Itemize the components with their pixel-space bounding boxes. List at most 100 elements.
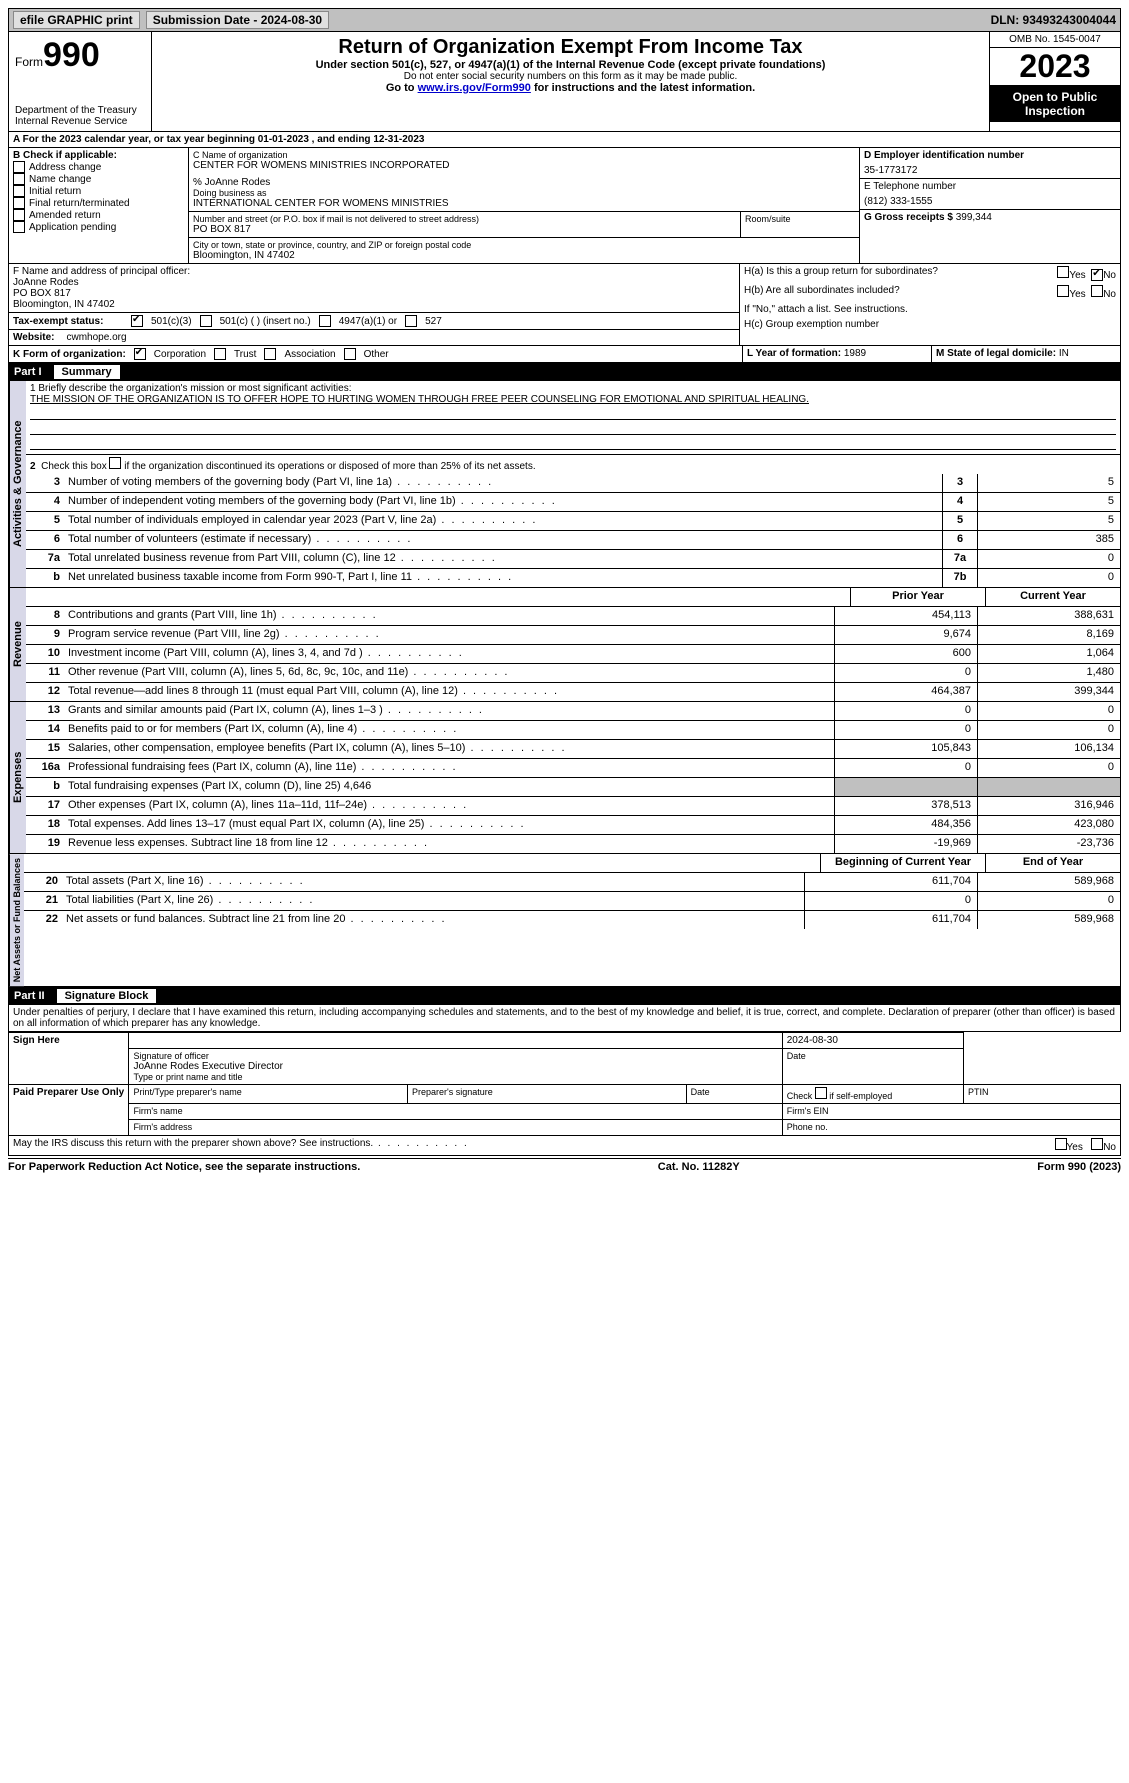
cb-discontinued[interactable] [109,457,121,469]
paperwork-notice: For Paperwork Reduction Act Notice, see … [8,1161,360,1173]
cb-hb-no[interactable] [1091,285,1103,297]
cb-501c[interactable] [200,315,212,327]
line-num: 17 [26,797,64,815]
officer-status-grid: F Name and address of principal officer:… [8,264,1121,346]
line-text: Salaries, other compensation, employee b… [64,740,834,758]
current-value: 399,344 [977,683,1120,701]
form990-link[interactable]: www.irs.gov/Form990 [418,82,531,94]
cb-final-return[interactable] [13,197,25,209]
line-num: 11 [26,664,64,682]
cb-hb-yes[interactable] [1057,285,1069,297]
line-num: 5 [26,512,64,530]
prior-value: 0 [834,759,977,777]
cb-app-pending[interactable] [13,221,25,233]
cb-4947[interactable] [319,315,331,327]
cb-assoc[interactable] [264,348,276,360]
prior-value: -19,969 [834,835,977,853]
current-value: 1,064 [977,645,1120,663]
line-num: 4 [26,493,64,511]
prior-value: 454,113 [834,607,977,625]
line-text: Total number of individuals employed in … [64,512,942,530]
sig-date-value: 2024-08-30 [782,1033,963,1049]
cb-discuss-yes[interactable] [1055,1138,1067,1150]
prior-value: 464,387 [834,683,977,701]
tax-period: A For the 2023 calendar year, or tax yea… [8,132,1121,148]
submission-date: Submission Date - 2024-08-30 [146,11,329,29]
state-domicile: IN [1059,348,1069,359]
q1-label: 1 Briefly describe the organization's mi… [30,383,1116,394]
line-text: Program service revenue (Part VIII, line… [64,626,834,644]
paid-preparer-label: Paid Preparer Use Only [9,1085,129,1136]
line-num: 19 [26,835,64,853]
cb-name-change[interactable] [13,173,25,185]
cb-discuss-no[interactable] [1091,1138,1103,1150]
line-ref: 6 [942,531,978,549]
city-label: City or town, state or province, country… [193,240,855,250]
current-value: 423,080 [977,816,1120,834]
cb-trust[interactable] [214,348,226,360]
cb-self-employed[interactable] [815,1087,827,1099]
sign-here-label: Sign Here [9,1033,129,1085]
cb-initial-return[interactable] [13,185,25,197]
current-value: 388,631 [977,607,1120,625]
cb-ha-yes[interactable] [1057,266,1069,278]
line-text: Other expenses (Part IX, column (A), lin… [64,797,834,815]
current-value: 0 [977,892,1120,910]
current-value: 106,134 [977,740,1120,758]
cb-other[interactable] [344,348,356,360]
line-value: 5 [978,493,1120,511]
cb-corp[interactable] [134,348,146,360]
part1-header: Part I Summary [8,363,1121,381]
mission-text: THE MISSION OF THE ORGANIZATION IS TO OF… [30,394,1116,405]
sig-officer-label: Signature of officer [133,1051,777,1061]
line-num: 16a [26,759,64,777]
street-label: Number and street (or P.O. box if mail i… [193,214,736,224]
cb-address-change[interactable] [13,161,25,173]
revenue-section: Revenue Prior Year Current Year 8 Contri… [8,588,1121,702]
street-value: PO BOX 817 [193,224,736,235]
officer-label: F Name and address of principal officer: [13,266,735,277]
part2-header: Part II Signature Block [8,987,1121,1005]
prior-value: 611,704 [804,873,977,891]
prior-value: 378,513 [834,797,977,815]
prior-value: 0 [834,664,977,682]
current-value: 0 [977,721,1120,739]
dba-value: INTERNATIONAL CENTER FOR WOMENS MINISTRI… [193,198,855,209]
line-value: 5 [978,512,1120,530]
current-value: 8,169 [977,626,1120,644]
care-of: % JoAnne Rodes [193,177,855,188]
side-revenue: Revenue [9,588,26,701]
line-text: Contributions and grants (Part VIII, lin… [64,607,834,625]
org-name: CENTER FOR WOMENS MINISTRIES INCORPORATE… [193,160,855,171]
page-footer: For Paperwork Reduction Act Notice, see … [8,1158,1121,1175]
side-governance: Activities & Governance [9,381,26,587]
line-ref: 4 [942,493,978,511]
line-num: 13 [26,702,64,720]
current-value: -23,736 [977,835,1120,853]
line-num: 20 [24,873,62,891]
line-ref: 5 [942,512,978,530]
cb-527[interactable] [405,315,417,327]
efile-topbar: efile GRAPHIC print Submission Date - 20… [8,8,1121,32]
prior-value: 611,704 [804,911,977,929]
cb-amended-return[interactable] [13,209,25,221]
part1-body: Activities & Governance 1 Briefly descri… [8,381,1121,588]
line-num: 18 [26,816,64,834]
phone-value: (812) 333-1555 [864,196,1116,207]
cb-ha-no[interactable] [1091,269,1103,281]
form-header: Form990 Department of the Treasury Inter… [8,32,1121,132]
irs-discuss-row: May the IRS discuss this return with the… [8,1136,1121,1156]
line-text: Number of voting members of the governin… [64,474,942,492]
current-value: 589,968 [977,873,1120,891]
line-text: Net unrelated business taxable income fr… [64,569,942,587]
cat-no: Cat. No. 11282Y [658,1161,740,1173]
current-value: 0 [977,759,1120,777]
cb-501c3[interactable] [131,315,143,327]
line-text: Total number of volunteers (estimate if … [64,531,942,549]
line-num: b [26,569,64,587]
gross-value: 399,344 [956,212,992,223]
prior-value: 9,674 [834,626,977,644]
ein-value: 35-1773172 [864,165,1116,176]
prior-value: 0 [804,892,977,910]
line-num: 7a [26,550,64,568]
